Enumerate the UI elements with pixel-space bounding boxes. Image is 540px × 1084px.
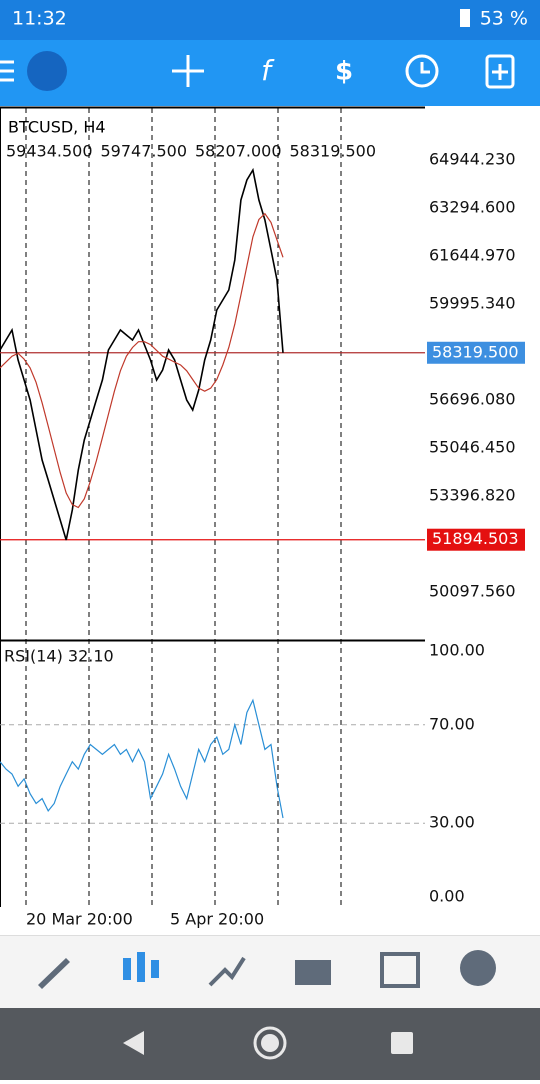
status-bar xyxy=(0,0,540,40)
y-tick-label: 56696.080 xyxy=(429,390,516,409)
bottom-nav xyxy=(0,935,540,1008)
y-tick-label: 50097.560 xyxy=(429,582,516,601)
battery-icon xyxy=(460,9,470,27)
y-tick-label: 55046.450 xyxy=(429,438,516,457)
ohlc-value: 59434.500 xyxy=(6,142,93,161)
price-label-box xyxy=(427,528,525,551)
series-line: ma xyxy=(0,212,284,509)
y-tick-label: 0.00 xyxy=(429,887,465,906)
ohlc-value: 58319.500 xyxy=(290,142,377,161)
price-label: 58319.500 xyxy=(432,342,519,361)
x-tick-label: 5 Apr 20:00 xyxy=(170,910,264,929)
y-tick-label: 30.00 xyxy=(429,813,475,832)
status-battery: 53 % xyxy=(480,8,528,30)
y-tick-label: 61644.970 xyxy=(429,246,516,265)
toolbar xyxy=(0,40,540,106)
y-tick-label: 100.00 xyxy=(429,641,485,660)
series-line: RSI(14) xyxy=(0,698,284,819)
y-tick-label: 64944.230 xyxy=(429,150,516,169)
ohlc-value: 58207.000 xyxy=(195,142,282,161)
y-tick-label: 70.00 xyxy=(429,714,475,733)
y-tick-label: 63294.600 xyxy=(429,198,516,217)
svg-text:$: $ xyxy=(335,57,353,87)
system-nav-buttons[interactable] xyxy=(123,1026,413,1060)
series-line: close xyxy=(0,167,284,541)
status-time: 11:32 xyxy=(12,8,67,30)
ohlc-value: 59747.500 xyxy=(101,142,188,161)
y-tick-label: 59995.340 xyxy=(429,294,516,313)
price-label-box xyxy=(427,341,525,364)
price-label: 51894.503 xyxy=(432,529,519,548)
time-grid xyxy=(25,108,342,907)
chart-area xyxy=(0,106,540,935)
x-tick-label: 20 Mar 20:00 xyxy=(26,910,133,929)
symbol-label: BTCUSD, H4 xyxy=(8,118,106,137)
nav-icons[interactable] xyxy=(38,950,496,989)
y-tick-label: 53396.820 xyxy=(429,486,516,505)
indicator-title: RSI(14) 32.10 xyxy=(4,647,114,666)
